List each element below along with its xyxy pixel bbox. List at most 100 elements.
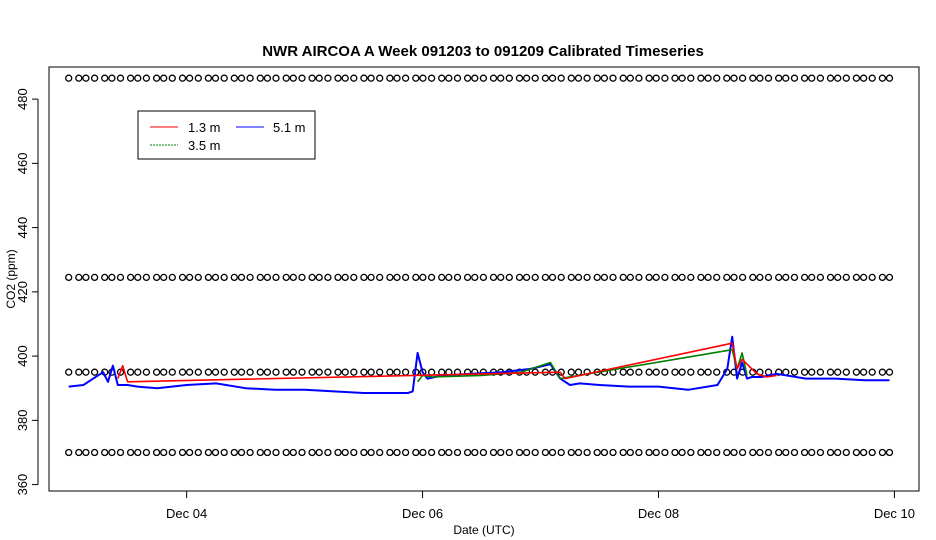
reference-marker xyxy=(401,273,410,282)
reference-marker xyxy=(635,368,643,376)
reference-marker xyxy=(687,368,695,376)
reference-marker xyxy=(360,368,368,376)
reference-marker xyxy=(775,74,783,82)
reference-marker xyxy=(204,448,213,457)
reference-marker xyxy=(764,448,773,457)
reference-marker xyxy=(65,368,73,376)
series-line-5-1-m xyxy=(68,335,890,394)
reference-marker xyxy=(626,448,634,457)
reference-marker xyxy=(324,273,332,282)
reference-marker xyxy=(878,368,887,376)
reference-marker xyxy=(645,448,653,457)
reference-marker xyxy=(574,74,583,82)
reference-marker xyxy=(308,448,316,457)
reference-marker xyxy=(308,74,316,82)
reference-marker xyxy=(505,448,513,457)
reference-marker xyxy=(626,368,634,376)
reference-marker xyxy=(178,74,187,82)
reference-marker xyxy=(713,273,721,282)
reference-marker xyxy=(246,448,254,457)
reference-marker xyxy=(126,273,135,282)
x-tick-label: Dec 04 xyxy=(166,506,207,521)
reference-marker xyxy=(438,448,446,457)
reference-marker xyxy=(341,74,349,82)
reference-marker xyxy=(661,448,669,457)
reference-marker xyxy=(263,368,272,376)
series-line-3-5-m xyxy=(416,348,748,383)
reference-marker xyxy=(471,74,479,82)
reference-marker xyxy=(826,74,835,82)
legend-label-5-1m: 5.1 m xyxy=(273,120,306,135)
reference-marker xyxy=(108,273,116,282)
reference-marker xyxy=(834,448,842,457)
reference-marker xyxy=(453,448,462,457)
reference-marker xyxy=(574,273,583,282)
reference-marker xyxy=(272,273,280,282)
reference-marker xyxy=(401,368,410,376)
reference-marker xyxy=(497,273,505,282)
reference-marker xyxy=(885,74,894,82)
reference-marker xyxy=(220,368,228,376)
reference-marker xyxy=(116,368,125,376)
reference-marker xyxy=(350,368,358,376)
reference-marker xyxy=(541,273,550,282)
reference-marker xyxy=(393,74,401,82)
reference-marker xyxy=(282,74,290,82)
reference-marker xyxy=(671,448,679,457)
reference-marker xyxy=(185,368,194,376)
reference-marker xyxy=(298,448,306,457)
reference-marker xyxy=(619,448,627,457)
reference-marker xyxy=(116,273,125,282)
reference-marker xyxy=(738,273,747,282)
reference-marker xyxy=(531,273,539,282)
reference-marker xyxy=(859,368,868,376)
reference-marker xyxy=(531,74,539,82)
reference-marker xyxy=(289,273,297,282)
reference-marker xyxy=(756,448,764,457)
reference-marker xyxy=(194,273,202,282)
reference-marker xyxy=(816,448,825,457)
reference-marker xyxy=(341,273,349,282)
reference-marker xyxy=(808,448,816,457)
reference-marker xyxy=(868,273,876,282)
reference-marker xyxy=(859,448,868,457)
reference-marker xyxy=(82,74,90,82)
reference-marker xyxy=(350,448,358,457)
reference-marker xyxy=(341,368,349,376)
reference-marker xyxy=(600,273,609,282)
reference-marker xyxy=(282,448,290,457)
reference-marker xyxy=(826,273,835,282)
reference-marker xyxy=(185,273,194,282)
reference-marker xyxy=(652,368,660,376)
reference-marker xyxy=(619,273,627,282)
reference-marker xyxy=(412,74,420,82)
reference-marker xyxy=(687,74,695,82)
reference-marker xyxy=(626,74,634,82)
reference-marker xyxy=(334,448,342,457)
reference-marker xyxy=(90,273,99,282)
reference-marker xyxy=(842,74,850,82)
reference-marker xyxy=(237,74,246,82)
reference-marker xyxy=(515,448,524,457)
reference-marker xyxy=(101,273,109,282)
reference-marker xyxy=(868,74,876,82)
reference-marker xyxy=(160,448,168,457)
reference-marker xyxy=(826,368,835,376)
reference-marker xyxy=(749,448,757,457)
reference-marker xyxy=(704,273,712,282)
reference-marker xyxy=(764,273,773,282)
reference-marker xyxy=(386,273,394,282)
reference-marker xyxy=(756,74,764,82)
reference-marker xyxy=(453,74,462,82)
reference-marker xyxy=(671,74,679,82)
reference-marker xyxy=(194,368,202,376)
y-axis-label: CO2 (ppm) xyxy=(4,249,18,308)
reference-marker xyxy=(134,368,142,376)
reference-marker xyxy=(619,74,627,82)
reference-marker xyxy=(775,273,783,282)
reference-marker xyxy=(583,448,591,457)
reference-marker xyxy=(782,273,790,282)
reference-marker xyxy=(160,368,168,376)
reference-marker xyxy=(324,368,332,376)
